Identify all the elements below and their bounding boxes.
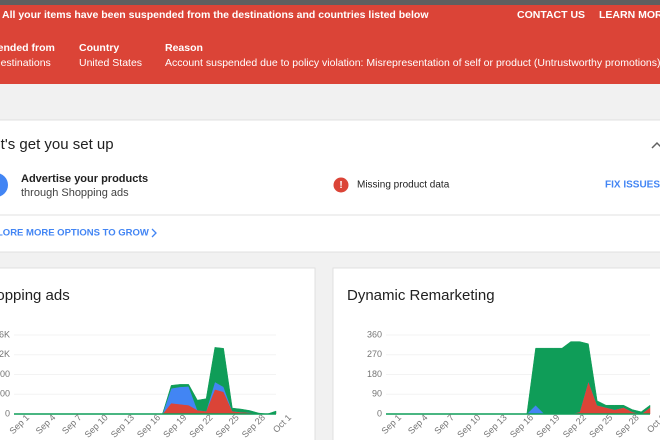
task-subtitle: through Shopping ads — [21, 187, 129, 199]
y-tick-label: 1.2K — [0, 349, 10, 359]
y-tick-label: 0 — [5, 408, 10, 418]
top-strip — [0, 0, 660, 5]
table-header: Reason — [165, 42, 203, 54]
table-cell: Account suspended due to policy violatio… — [165, 57, 660, 69]
setup-title: Let's get you set up — [0, 136, 114, 153]
chart-card — [332, 267, 660, 440]
chart-card — [0, 267, 316, 440]
setup-card — [0, 119, 660, 253]
y-tick-label: 0 — [377, 408, 382, 418]
y-tick-label: 270 — [367, 349, 382, 359]
y-tick-label: 90 — [372, 389, 382, 399]
issue-icon — [333, 177, 349, 193]
y-tick-label: 1.6K — [0, 329, 10, 339]
y-tick-label: 800 — [0, 369, 10, 379]
chart-title: Shopping ads — [0, 287, 70, 304]
y-tick-label: 360 — [367, 329, 382, 339]
banner — [0, 0, 660, 84]
table-cell: Destinations — [0, 57, 51, 69]
collapse-icon[interactable] — [651, 141, 660, 149]
banner-message: All your items have been suspended from … — [2, 9, 429, 21]
chart-title: Dynamic Remarketing — [347, 287, 495, 304]
task-title: Advertise your products — [21, 173, 148, 185]
issue-text: Missing product data — [357, 180, 450, 191]
fix-issues[interactable]: FIX ISSUES — [605, 180, 660, 191]
table-cell: United States — [79, 57, 142, 69]
table-header: Country — [79, 42, 119, 54]
learn-more[interactable]: LEARN MORE — [599, 9, 660, 21]
table-header: Suspended from — [0, 42, 55, 54]
explore-link[interactable]: EXPLORE MORE OPTIONS TO GROW — [0, 228, 149, 239]
task-icon — [0, 173, 8, 197]
contact-us[interactable]: CONTACT US — [517, 9, 585, 21]
issue-icon-glyph: ! — [339, 180, 342, 191]
y-tick-label: 400 — [0, 389, 10, 399]
chevron — [151, 228, 157, 238]
y-tick-label: 180 — [367, 369, 382, 379]
